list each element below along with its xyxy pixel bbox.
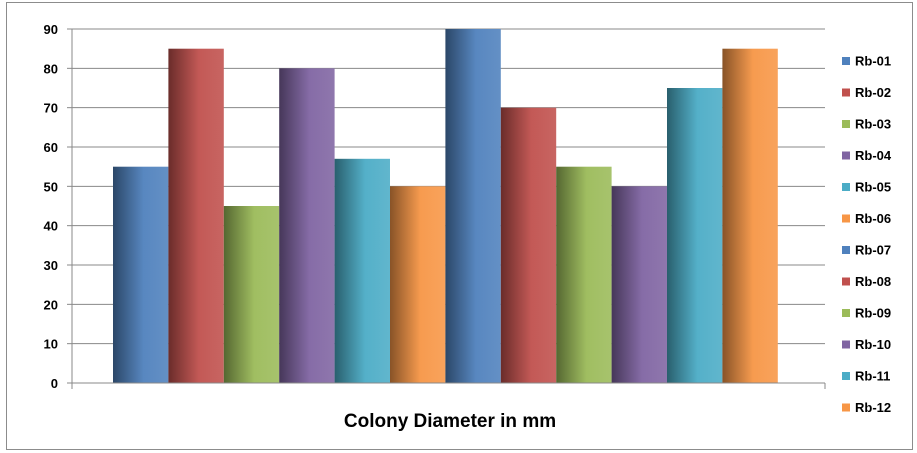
bar-rb-07: [445, 29, 501, 383]
y-tick-label: 60: [44, 140, 58, 155]
legend-label: Rb-10: [855, 337, 891, 352]
bar-rb-02: [168, 48, 224, 383]
legend-swatch: [842, 183, 850, 191]
y-tick-label: 10: [44, 337, 58, 352]
bar-rb-05: [334, 158, 390, 383]
legend-label: Rb-09: [855, 306, 891, 321]
bar-rb-08: [500, 107, 557, 383]
bar-rb-01: [113, 166, 169, 383]
bar-rb-06: [390, 186, 446, 383]
legend: Rb-01 Rb-02 Rb-03 Rb-04 Rb-05 Rb-06 Rb-07 Rb-08…: [842, 54, 892, 415]
legend-label: Rb-02: [855, 85, 891, 100]
legend-item-rb-07: Rb-07: [842, 243, 891, 258]
legend-swatch: [842, 57, 850, 65]
y-tick-label: 50: [44, 179, 58, 194]
axes: [71, 29, 826, 389]
legend-swatch: [842, 372, 850, 380]
legend-item-rb-01: Rb-01: [842, 54, 891, 69]
legend-item-rb-10: Rb-10: [842, 337, 891, 352]
legend-swatch: [842, 120, 850, 128]
bar-rb-12: [722, 48, 778, 383]
legend-label: Rb-03: [855, 117, 891, 132]
legend-label: Rb-08: [855, 274, 891, 289]
y-tick-label: 30: [44, 258, 58, 273]
bar-rb-11: [667, 88, 723, 383]
legend-item-rb-05: Rb-05: [842, 180, 891, 195]
y-tick-label: 0: [51, 376, 58, 391]
legend-swatch: [842, 214, 850, 223]
bar-rb-03: [223, 206, 280, 383]
bars: [113, 29, 778, 384]
legend-swatch: [842, 246, 850, 254]
legend-label: Rb-04: [855, 148, 892, 163]
legend-item-rb-03: Rb-03: [842, 117, 891, 132]
legend-item-rb-08: Rb-08: [842, 274, 891, 289]
legend-label: Rb-07: [855, 243, 891, 258]
bar-rb-04: [279, 68, 335, 384]
x-axis-label: Colony Diameter in mm: [343, 411, 557, 432]
legend-label: Rb-01: [855, 54, 891, 69]
y-tick-label: 70: [44, 101, 58, 116]
y-tick-label: 90: [44, 22, 58, 37]
legend-label: Rb-06: [855, 211, 891, 226]
legend-swatch: [842, 309, 850, 317]
y-tick-label: 40: [44, 219, 58, 234]
y-tick-label: 20: [44, 297, 58, 312]
legend-swatch: [842, 88, 850, 97]
legend-item-rb-06: Rb-06: [842, 211, 891, 226]
bar-rb-10: [611, 186, 667, 383]
legend-label: Rb-12: [855, 400, 891, 415]
legend-label: Rb-11: [855, 369, 890, 384]
legend-item-rb-11: Rb-11: [842, 369, 890, 384]
legend-item-rb-12: Rb-12: [842, 400, 891, 415]
legend-item-rb-09: Rb-09: [842, 306, 891, 321]
legend-swatch: [842, 277, 850, 286]
legend-label: Rb-05: [855, 180, 891, 195]
y-tick-label: 80: [44, 61, 58, 76]
legend-swatch: [842, 340, 850, 349]
y-axis-ticks: 0 10 20 30 40 50 60 70 80 90: [44, 22, 72, 391]
legend-swatch: [842, 151, 850, 160]
legend-swatch: [842, 403, 850, 412]
bar-rb-09: [556, 166, 612, 383]
legend-item-rb-04: Rb-04: [842, 148, 892, 163]
legend-item-rb-02: Rb-02: [842, 85, 891, 100]
